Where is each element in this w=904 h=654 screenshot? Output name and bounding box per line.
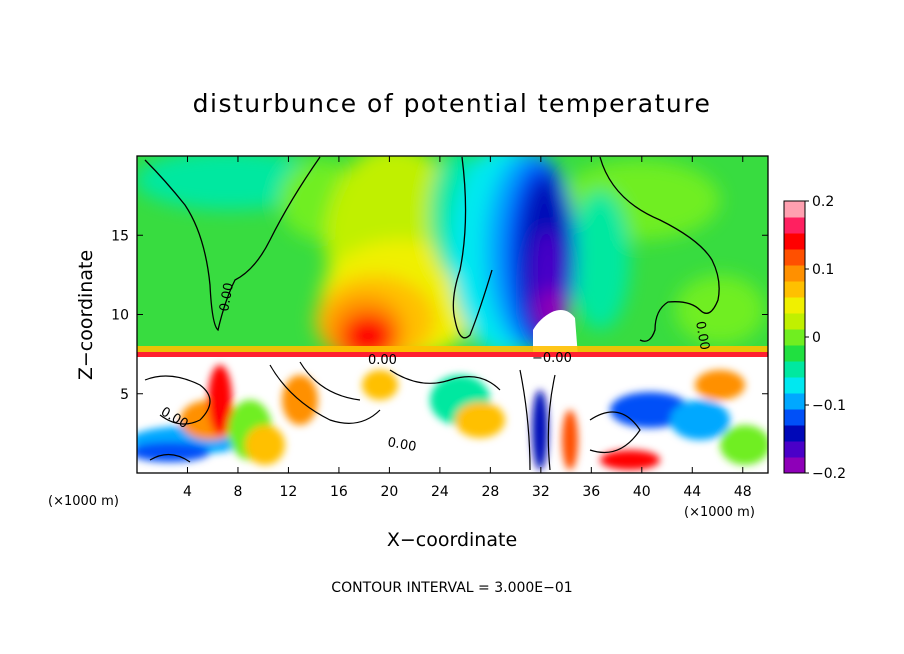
contour-label: 0.00 bbox=[692, 320, 712, 351]
colorbar-swatch bbox=[784, 377, 805, 394]
colorbar-swatch bbox=[784, 329, 805, 346]
field-blob bbox=[532, 390, 548, 470]
colorbar-swatch bbox=[784, 233, 805, 250]
lower-contours bbox=[144, 361, 641, 471]
y-axis-label: Z−coordinate bbox=[75, 250, 97, 380]
x-tick-label: 32 bbox=[532, 484, 550, 500]
colorbar-swatch bbox=[784, 297, 805, 314]
colorbar-swatch bbox=[784, 265, 805, 282]
field-blob bbox=[670, 400, 730, 440]
field-blob bbox=[137, 442, 210, 462]
colorbar-swatch bbox=[784, 249, 805, 266]
field-blob bbox=[455, 402, 505, 438]
y-axis-ticks: 5 10 15 bbox=[111, 228, 768, 403]
lower-field bbox=[137, 357, 768, 473]
chart-title: disturbunce of potential temperature bbox=[193, 89, 712, 118]
contour-label: 0.00 bbox=[368, 353, 397, 368]
colorbar-swatch bbox=[784, 361, 805, 378]
field-band bbox=[137, 346, 768, 357]
contour-interval-note: CONTOUR INTERVAL = 3.000E−01 bbox=[331, 580, 572, 596]
x-tick-label: 12 bbox=[280, 484, 298, 500]
x-axis-ticks: 4 8 12 16 20 24 28 32 36 40 44 48 bbox=[183, 156, 752, 500]
field-blob bbox=[675, 275, 765, 345]
x-tick-label: 8 bbox=[233, 484, 242, 500]
contour-label: 0.00 bbox=[386, 435, 417, 455]
field-blob bbox=[533, 310, 578, 357]
y-tick-label: 5 bbox=[120, 387, 129, 403]
field-blob bbox=[208, 365, 232, 435]
colorbar-swatch bbox=[784, 201, 805, 218]
x-axis-unit-left: (×1000 m) bbox=[48, 494, 119, 509]
contour-line bbox=[599, 156, 720, 342]
x-tick-label: 28 bbox=[481, 484, 499, 500]
field-blob bbox=[362, 370, 398, 400]
x-tick-label: 4 bbox=[183, 484, 192, 500]
field-blob bbox=[600, 450, 660, 470]
upper-contours bbox=[144, 156, 720, 342]
contour-line bbox=[149, 453, 191, 463]
contour-label: −0.00 bbox=[532, 351, 572, 366]
colorbar-swatch bbox=[784, 441, 805, 458]
y-tick-label: 10 bbox=[111, 308, 129, 324]
field-blob bbox=[720, 425, 768, 465]
colorbar-swatches bbox=[784, 201, 805, 474]
contour-line bbox=[144, 156, 321, 332]
field-band bbox=[137, 352, 768, 357]
contour-line bbox=[269, 364, 381, 424]
contour-line bbox=[589, 411, 641, 454]
contour-line bbox=[144, 375, 211, 425]
colorbar: 0.2 0.1 0 −0.1 −0.2 bbox=[783, 194, 846, 482]
x-tick-label: 20 bbox=[380, 484, 398, 500]
colorbar-swatch bbox=[784, 313, 805, 330]
plot-area: 0.00 0.00 0.00 0.00 0.00 −0.00 bbox=[136, 155, 769, 474]
x-axis-unit-right: (×1000 m) bbox=[684, 505, 755, 520]
x-tick-label: 24 bbox=[431, 484, 449, 500]
y-tick-label: 15 bbox=[111, 228, 129, 244]
colorbar-tick-label: 0.1 bbox=[812, 262, 834, 278]
colorbar-swatch bbox=[784, 393, 805, 410]
colorbar-swatch bbox=[784, 425, 805, 442]
colorbar-swatch bbox=[784, 409, 805, 426]
x-tick-label: 36 bbox=[582, 484, 600, 500]
x-tick-label: 48 bbox=[734, 484, 752, 500]
contour-line bbox=[299, 361, 361, 401]
field-blob bbox=[137, 156, 325, 210]
colorbar-tick-label: −0.2 bbox=[812, 466, 846, 482]
field-blob bbox=[570, 190, 630, 330]
contour-line bbox=[519, 369, 531, 471]
field-blob bbox=[245, 425, 285, 465]
x-tick-label: 16 bbox=[330, 484, 348, 500]
colorbar-swatch bbox=[784, 281, 805, 298]
contour-line bbox=[452, 156, 493, 339]
field-blob bbox=[695, 370, 745, 400]
colorbar-tick-label: −0.1 bbox=[812, 398, 846, 414]
colorbar-tick-label: 0.2 bbox=[812, 194, 834, 210]
x-axis-label: X−coordinate bbox=[387, 529, 517, 551]
colorbar-swatch bbox=[784, 217, 805, 234]
colorbar-ticks: 0.2 0.1 0 −0.1 −0.2 bbox=[805, 194, 846, 482]
contour-label: 0.00 bbox=[217, 282, 237, 313]
colorbar-swatch bbox=[784, 457, 805, 474]
contour-line bbox=[547, 374, 556, 471]
x-tick-label: 44 bbox=[683, 484, 701, 500]
colorbar-swatch bbox=[784, 345, 805, 362]
field-blob bbox=[562, 410, 578, 470]
contour-line bbox=[389, 369, 501, 391]
colorbar-tick-label: 0 bbox=[812, 330, 821, 346]
upper-field bbox=[137, 156, 768, 357]
x-tick-label: 40 bbox=[633, 484, 651, 500]
